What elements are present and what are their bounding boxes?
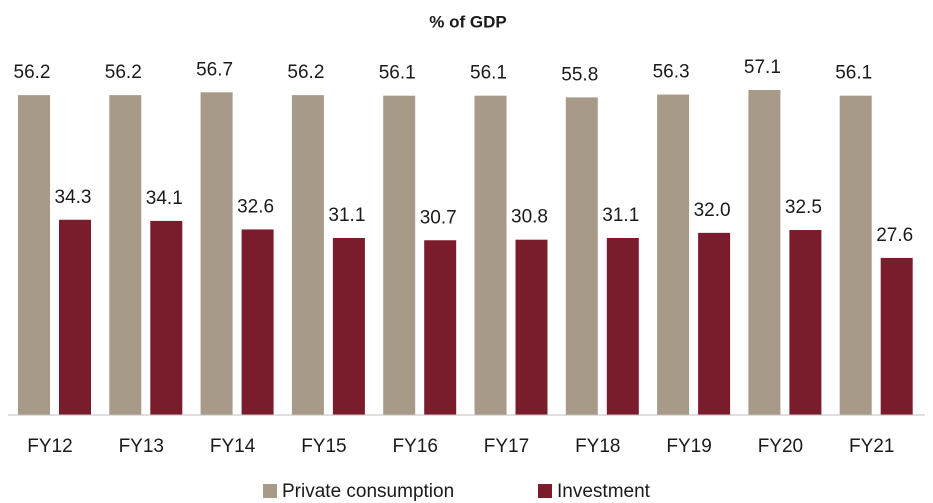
data-label: 34.1 [146, 188, 183, 209]
data-label: 56.2 [287, 62, 324, 83]
x-tick-label: FY17 [484, 436, 529, 457]
data-label: 32.6 [237, 196, 274, 217]
bar [474, 95, 507, 415]
legend-swatch [538, 484, 552, 498]
bar [332, 237, 365, 415]
data-label: 56.3 [653, 62, 690, 83]
data-label: 56.1 [470, 63, 507, 84]
bar [515, 239, 548, 415]
legend-label: Private consumption [282, 481, 454, 502]
x-tick-label: FY15 [301, 436, 346, 457]
legend-swatch [263, 484, 277, 498]
x-tick-label: FY21 [849, 436, 894, 457]
x-tick-label: FY13 [119, 436, 164, 457]
data-label: 32.5 [785, 197, 822, 218]
chart-title: % of GDP [429, 12, 506, 31]
bar [657, 94, 690, 416]
x-tick-label: FY20 [758, 436, 803, 457]
bar [698, 232, 731, 415]
data-label: 32.0 [694, 200, 731, 221]
bar [424, 240, 457, 415]
data-label: 55.8 [561, 64, 598, 85]
data-label: 30.7 [420, 207, 457, 228]
bar [880, 257, 913, 415]
bar [606, 237, 639, 415]
bar [291, 95, 324, 415]
bar [109, 95, 142, 415]
data-label: 56.1 [835, 63, 872, 84]
x-tick-label: FY12 [27, 436, 72, 457]
bar [789, 230, 822, 415]
data-label: 56.1 [379, 63, 416, 84]
bar [383, 95, 416, 415]
bar [200, 92, 233, 416]
bar [150, 220, 183, 415]
data-label: 31.1 [328, 205, 365, 226]
data-label: 31.1 [602, 205, 639, 226]
data-label: 56.7 [196, 59, 233, 80]
x-tick-label: FY18 [575, 436, 620, 457]
data-label: 57.1 [744, 57, 781, 78]
data-label: 30.8 [511, 207, 548, 228]
data-label: 56.2 [105, 62, 142, 83]
x-tick-label: FY14 [210, 436, 256, 457]
data-label: 56.2 [14, 62, 51, 83]
data-label: 34.3 [55, 187, 92, 208]
legend-label: Investment [557, 481, 651, 502]
bar [839, 95, 872, 415]
bar [748, 90, 781, 415]
bar [565, 97, 598, 416]
data-label: 27.6 [876, 225, 913, 246]
x-tick-label: FY16 [392, 436, 437, 457]
x-tick-label: FY19 [666, 436, 711, 457]
bar [18, 95, 50, 415]
bar [241, 229, 274, 415]
bar [59, 219, 91, 415]
